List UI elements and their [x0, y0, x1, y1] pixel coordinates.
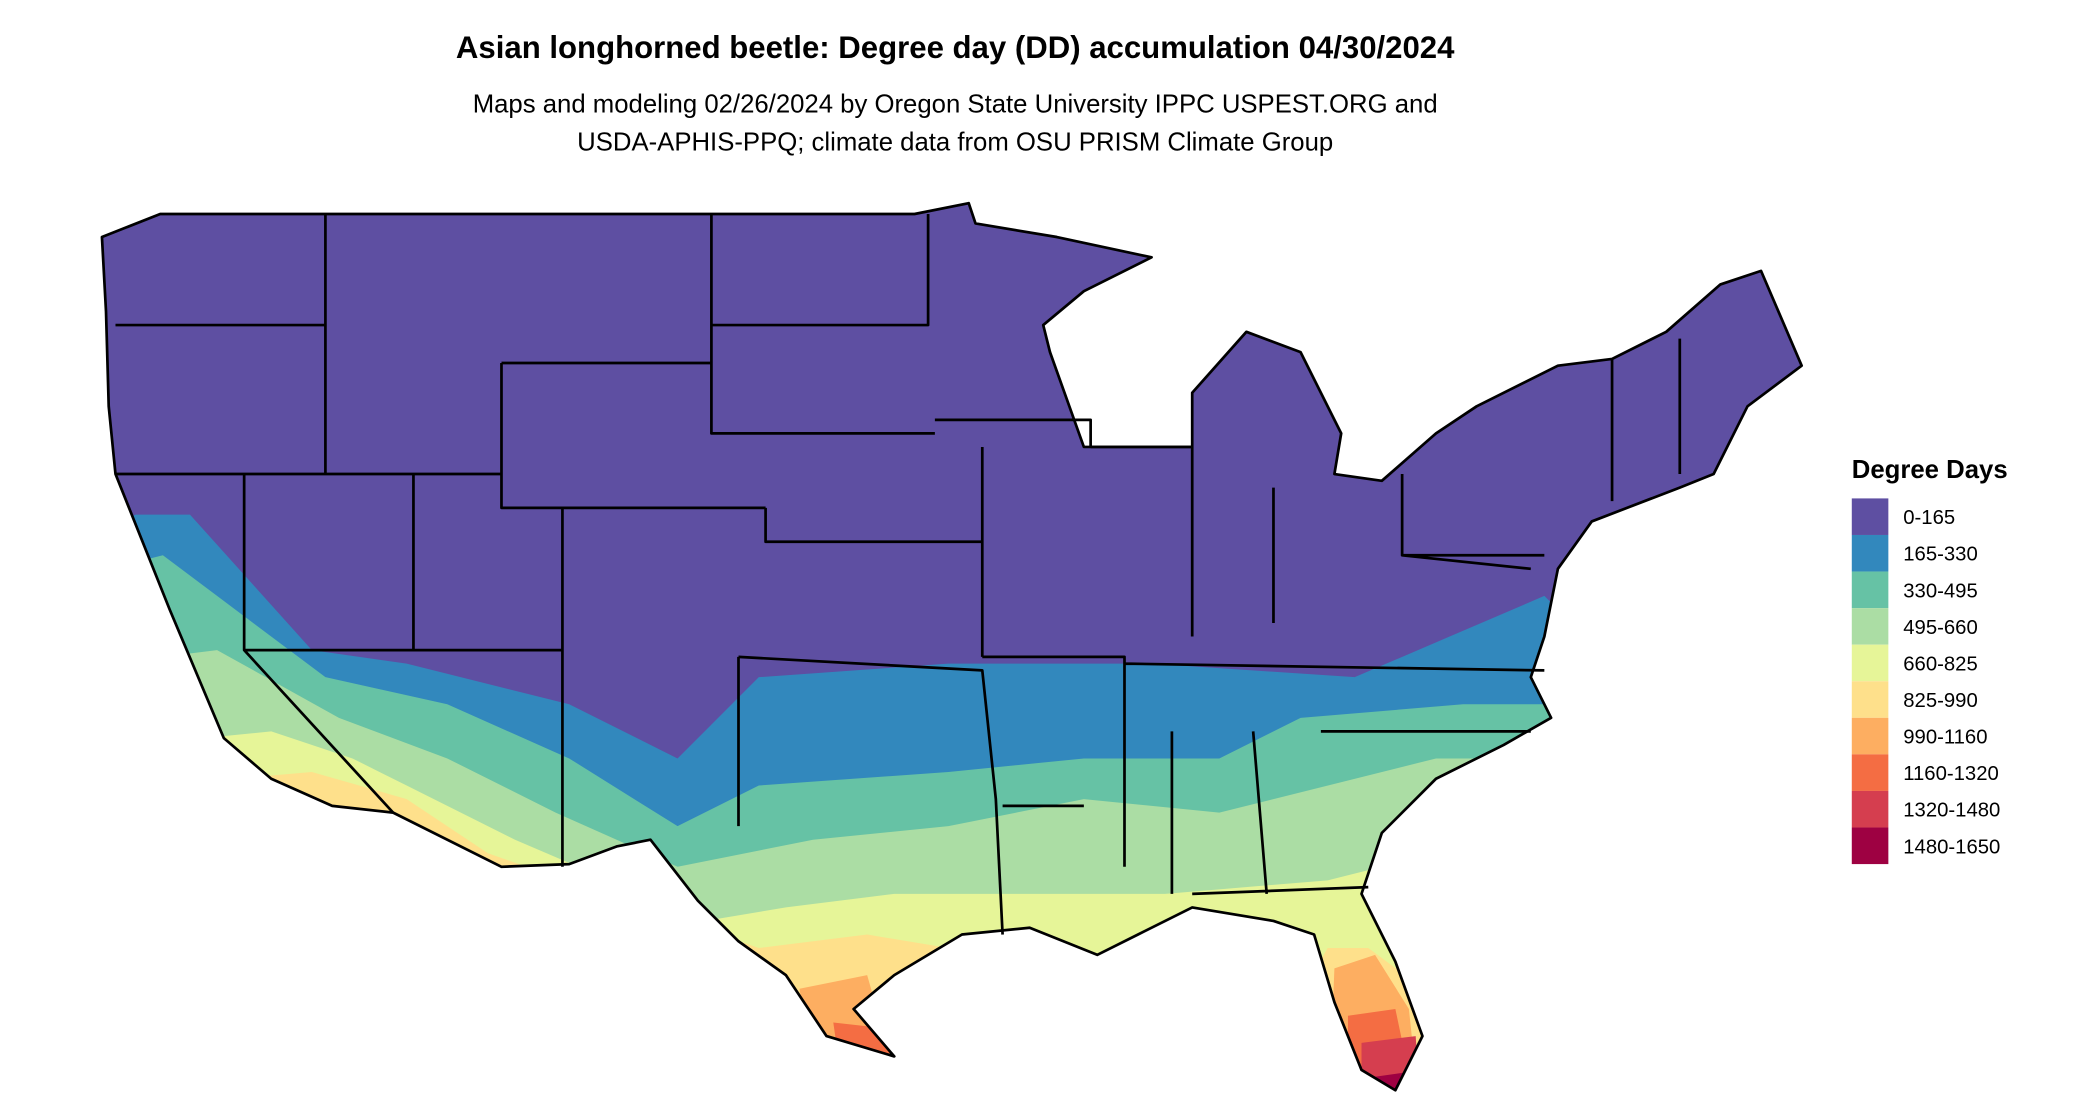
zone [799, 954, 1423, 1091]
map-title: Asian longhorned beetle: Degree day (DD)… [456, 30, 1455, 65]
legend: 0-165 165-330 330-495 495-660 660-825 825-990… [1851, 498, 2000, 865]
legend-swatch [1851, 717, 1889, 755]
legend-label: 990-1160 [1903, 727, 1987, 749]
zone [1375, 1069, 1423, 1091]
legend-swatch [1851, 754, 1889, 791]
state-borders [100, 201, 1804, 1092]
legend-label: 1320-1480 [1903, 800, 2000, 822]
legend-swatch [1851, 498, 1889, 535]
legend-swatch [1851, 608, 1889, 645]
legend-swatch [1851, 534, 1889, 572]
map [101, 203, 1802, 1091]
legend-label: 1480-1650 [1903, 836, 2000, 858]
legend-swatch [1851, 571, 1889, 609]
legend-label: 660-825 [1903, 653, 1978, 675]
legend-label: 825-990 [1903, 690, 1978, 712]
legend-title: Degree Days [1852, 456, 2008, 484]
map-subtitle: USDA-APHIS-PPQ; climate data from OSU PR… [577, 128, 1333, 156]
map-subtitle: Maps and modeling 02/26/2024 by Oregon S… [473, 90, 1438, 118]
legend-label: 0-165 [1903, 507, 1955, 529]
legend-swatch [1851, 644, 1889, 682]
legend-swatch [1851, 790, 1889, 828]
legend-label: 165-330 [1903, 544, 1978, 566]
legend-label: 330-495 [1903, 580, 1978, 602]
legend-label: 495-660 [1903, 617, 1978, 639]
legend-swatch [1851, 681, 1889, 718]
legend-label: 1160-1320 [1903, 763, 1999, 785]
zone [833, 1009, 1423, 1091]
legend-swatch [1851, 827, 1889, 865]
